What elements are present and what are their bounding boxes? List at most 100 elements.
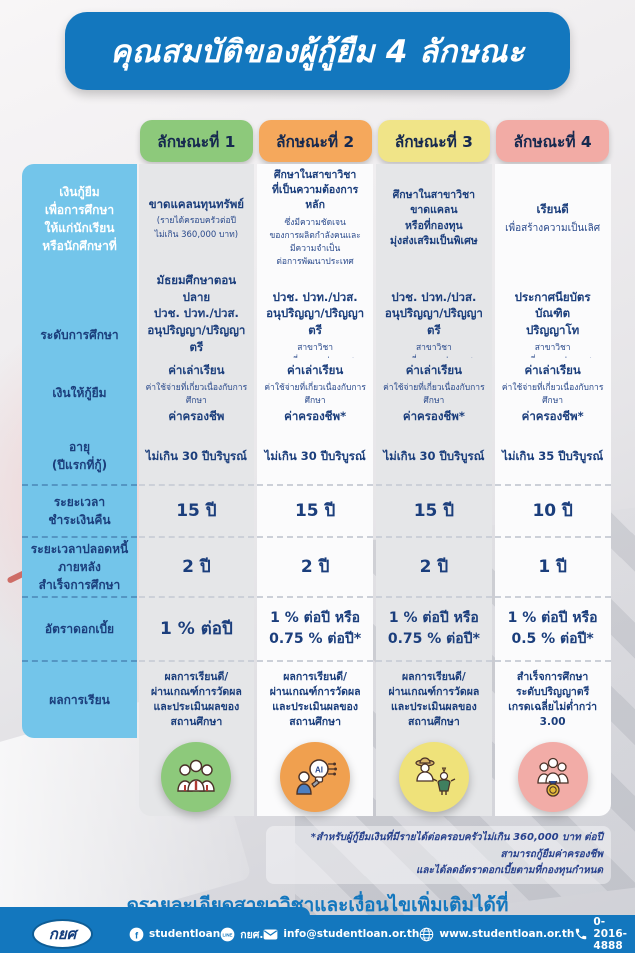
cell-text: ศึกษาในสาขาวิชา ที่เป็นความต้องการหลัก <box>272 169 359 212</box>
table-cell: 2 ปี <box>376 538 492 598</box>
cell-text: 10 ปี <box>532 500 573 521</box>
row-label-academic-results: ผลการเรียน <box>22 662 137 738</box>
table-cell: ผลการเรียนดี/ ผ่านเกณฑ์การวัดผล และประเม… <box>257 662 373 738</box>
table-cell: ไม่เกิน 30 ปีบริบูรณ์ <box>257 428 373 486</box>
footnote-text: *สำหรับผู้กู้ยืมเงินที่มีรายได้ต่อครอบคร… <box>266 826 611 884</box>
cell-subtext: ค่าใช้จ่ายที่เกี่ยวเนื่องกับการศึกษา <box>145 382 248 406</box>
cell-text: ไม่เกิน 30 ปีบริบูรณ์ <box>264 448 366 463</box>
ai-innovation-icon: AI <box>280 742 351 812</box>
row-label-loan-money: เงินให้กู้ยืม <box>22 358 137 431</box>
table-row: ระยะเวลาปลอดหนี้ ภายหลัง สำเร็จการศึกษา … <box>22 538 612 598</box>
footer-contacts: f studentloan LINE กยศ. info@studentloan… <box>129 916 627 952</box>
cell-text: ปวช. ปวท./ปวส. อนุปริญญา/ปริญญาตรี <box>266 289 365 338</box>
table-cell: ค่าเล่าเรียน ค่าใช้จ่ายที่เกี่ยวเนื่องกั… <box>138 358 255 431</box>
cell-text: ขาดแคลนทุนทรัพย์ <box>148 196 245 211</box>
table-cell: 1 % ต่อปี <box>138 598 255 662</box>
title-banner: คุณสมบัติของผู้กู้ยืม 4 ลักษณะ <box>65 12 570 90</box>
page-title: คุณสมบัติของผู้กู้ยืม 4 ลักษณะ <box>110 34 525 70</box>
contact-label: studentloan <box>148 928 221 940</box>
line-icon: LINE <box>220 927 235 942</box>
table-cell: 10 ปี <box>494 486 611 538</box>
cell-text: สำเร็จการศึกษา ระดับปริญญาตรี เกรดเฉลี่ย… <box>508 670 598 729</box>
cell-text: 1 ปี <box>538 556 567 577</box>
svg-text:f: f <box>135 930 139 940</box>
cell-text: 2 ปี <box>419 556 449 577</box>
column-header-type2: ลักษณะที่ 2 <box>258 120 372 162</box>
table-row: ผลการเรียน ผลการเรียนดี/ ผ่านเกณฑ์การวัด… <box>22 662 612 738</box>
contact-label: info@studentloan.or.th <box>283 928 420 940</box>
gsb-fund-logo: กยศ <box>32 919 93 949</box>
table-cell: ค่าเล่าเรียน ค่าใช้จ่ายที่เกี่ยวเนื่องกั… <box>494 358 611 431</box>
cell-text: ค่าเล่าเรียน <box>524 363 581 377</box>
table-cell: ไม่เกิน 30 ปีบริบูรณ์ <box>138 428 255 486</box>
table-cell: 15 ปี <box>376 486 492 538</box>
table-cell: ไม่เกิน 35 ปีบริบูรณ์ <box>494 428 611 486</box>
cell-subtext: เพื่อสร้างความเป็นเลิศ <box>505 222 601 234</box>
cell-text: มัธยมศึกษาตอนปลาย ปวช. ปวท./ปวส. อนุปริญ… <box>147 273 246 354</box>
icon-row: AI <box>22 738 612 816</box>
email-icon <box>263 927 278 942</box>
row-label-grace-period: ระยะเวลาปลอดหนี้ ภายหลัง สำเร็จการศึกษา <box>22 538 137 598</box>
cell-text: ผลการเรียนดี/ ผ่านเกณฑ์การวัดผล และประเม… <box>388 670 480 729</box>
cell-subtext: ค่าใช้จ่ายที่เกี่ยวเนื่องกับการศึกษา <box>383 382 485 406</box>
cell-text: ศึกษาในสาขาวิชา ขาดแคลน หรือที่กองทุน มุ… <box>390 189 478 247</box>
email-contact[interactable]: info@studentloan.or.th <box>263 927 419 942</box>
cell-text: 1 % ต่อปี หรือ 0.75 % ต่อปี* <box>387 610 480 647</box>
cell-text: ไม่เกิน 30 ปีบริบูรณ์ <box>383 448 485 463</box>
table-cell: ปวช. ปวท./ปวส. อนุปริญญา/ปริญญาตรี สาขาว… <box>376 268 492 404</box>
cell-text: ค่าเล่าเรียน <box>168 363 225 377</box>
table-cell: 15 ปี <box>138 486 255 538</box>
cell-text: ไม่เกิน 35 ปีบริบูรณ์ <box>502 448 604 463</box>
table-cell: ศึกษาในสาขาวิชา ขาดแคลน หรือที่กองทุน มุ… <box>376 164 492 276</box>
table-row: อายุ (ปีแรกที่กู้) ไม่เกิน 30 ปีบริบูรณ์… <box>22 428 612 486</box>
column-header-type1: ลักษณะที่ 1 <box>140 120 253 162</box>
column-header-type3: ลักษณะที่ 3 <box>377 120 491 162</box>
table-cell: 2 ปี <box>138 538 255 598</box>
row-label-interest-rate: อัตราดอกเบี้ย <box>22 598 137 662</box>
cell-subtext: ค่าใช้จ่ายที่เกี่ยวเนื่องกับการศึกษา <box>264 382 366 406</box>
cell-text: 1 % ต่อปี <box>160 618 233 639</box>
farmer-performer-icon <box>398 742 469 812</box>
table-cell: ขาดแคลนทุนทรัพย์ (รายได้ครอบครัวต่อปี ไม… <box>138 164 255 276</box>
cell-text: ค่าครองชีพ* <box>284 409 347 424</box>
table-cell: ผลการเรียนดี/ ผ่านเกณฑ์การวัดผล และประเม… <box>376 662 492 738</box>
cell-text: 15 ปี <box>413 500 455 521</box>
phone-contact[interactable]: 0-2016-4888 <box>574 916 627 952</box>
cell-subtext: ซึ่งมีความชัดเจน ของการผลิตกำลังคนและ มี… <box>269 217 361 268</box>
cell-text: ผลการเรียนดี/ ผ่านเกณฑ์การวัดผล และประเม… <box>150 670 242 729</box>
facebook-contact[interactable]: f studentloan <box>129 927 220 942</box>
cell-text: ค่าครองชีพ* <box>521 409 584 424</box>
website-contact[interactable]: www.studentloan.or.th <box>419 927 574 942</box>
svg-text:AI: AI <box>315 766 323 775</box>
table-cell: AI <box>257 738 373 816</box>
contact-label: 0-2016-4888 <box>593 916 628 952</box>
svg-text:LINE: LINE <box>223 932 233 937</box>
table-cell: เรียนดี เพื่อสร้างความเป็นเลิศ <box>494 164 611 276</box>
table-cell: ผลการเรียนดี/ ผ่านเกณฑ์การวัดผล และประเม… <box>138 662 255 738</box>
table-cell <box>376 738 492 816</box>
contact-label: กยศ. <box>240 928 264 941</box>
cell-text: ปวช. ปวท./ปวส. อนุปริญญา/ปริญญาตรี <box>384 289 483 338</box>
row-label-age: อายุ (ปีแรกที่กู้) <box>22 428 137 486</box>
cell-text: ประกาศนียบัตรบัณฑิต ปริญญาโท <box>514 289 591 338</box>
table-cell: 2 ปี <box>257 538 373 598</box>
cell-text: ค่าครองชีพ <box>168 409 225 424</box>
table-row: อัตราดอกเบี้ย 1 % ต่อปี 1 % ต่อปี หรือ 0… <box>22 598 612 662</box>
cell-text: 2 ปี <box>300 556 330 577</box>
table-cell: 15 ปี <box>257 486 373 538</box>
cell-text: ไม่เกิน 30 ปีบริบูรณ์ <box>145 448 247 463</box>
table-row: เงินให้กู้ยืม ค่าเล่าเรียน ค่าใช้จ่ายที่… <box>22 358 612 431</box>
cell-text: 15 ปี <box>294 500 336 521</box>
globe-icon <box>419 927 434 942</box>
row-label-loan-purpose: เงินกู้ยืม เพื่อการศึกษา ให้แก่นักเรียน … <box>22 164 137 276</box>
comparison-table: ลักษณะที่ 1 ลักษณะที่ 2 ลักษณะที่ 3 ลักษ… <box>22 120 612 816</box>
table-cell <box>494 738 611 816</box>
table-cell: 1 % ต่อปี หรือ 0.5 % ต่อปี* <box>494 598 611 662</box>
line-contact[interactable]: LINE กยศ. <box>220 926 263 943</box>
cell-text: 2 ปี <box>182 556 211 577</box>
icon-row-spacer <box>22 738 137 816</box>
cell-text: ค่าเล่าเรียน <box>286 363 344 377</box>
cell-text: 1 % ต่อปี หรือ 0.75 % ต่อปี* <box>269 610 362 647</box>
header-spacer <box>22 120 137 162</box>
